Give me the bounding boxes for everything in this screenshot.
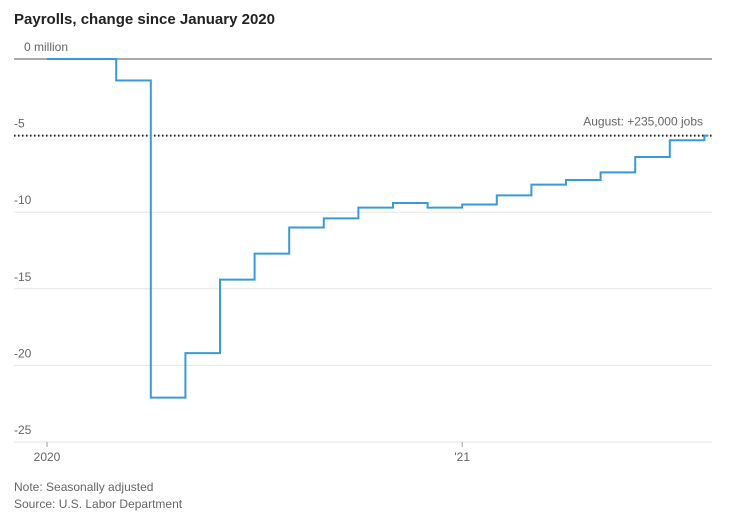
y-tick-label: -25 bbox=[14, 423, 32, 437]
y-tick-label: -5 bbox=[14, 117, 25, 131]
y-tick-label: -15 bbox=[14, 270, 32, 284]
y-tick-label: -10 bbox=[14, 193, 32, 207]
source: Source: U.S. Labor Department bbox=[14, 497, 183, 511]
annotation: August: +235,000 jobs bbox=[583, 115, 703, 129]
x-tick-label: '21 bbox=[454, 450, 470, 464]
note: Note: Seasonally adjusted bbox=[14, 480, 153, 494]
y-tick-label: -20 bbox=[14, 346, 32, 360]
chart-title: Payrolls, change since January 2020 bbox=[14, 11, 275, 28]
x-tick-label: 2020 bbox=[34, 450, 61, 464]
y-tick-label: 0 million bbox=[24, 40, 68, 54]
payroll-line bbox=[47, 58, 709, 399]
